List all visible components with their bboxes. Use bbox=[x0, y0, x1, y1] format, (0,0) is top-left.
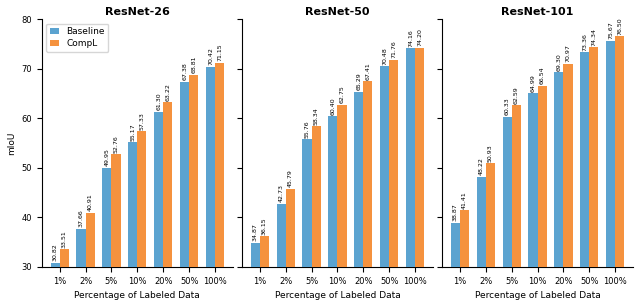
Bar bbox=[580, 52, 589, 307]
Bar bbox=[538, 86, 547, 307]
Bar bbox=[251, 243, 260, 307]
Text: 55.17: 55.17 bbox=[131, 123, 135, 141]
Text: 49.95: 49.95 bbox=[104, 149, 109, 166]
Text: 45.79: 45.79 bbox=[287, 169, 292, 187]
Text: 57.33: 57.33 bbox=[140, 112, 145, 130]
Bar bbox=[86, 213, 95, 307]
Text: 68.81: 68.81 bbox=[191, 56, 196, 73]
Bar bbox=[128, 142, 138, 307]
Bar bbox=[529, 93, 538, 307]
Text: 70.42: 70.42 bbox=[208, 47, 213, 65]
Text: 67.41: 67.41 bbox=[365, 62, 371, 80]
Text: 75.67: 75.67 bbox=[608, 21, 613, 39]
Bar bbox=[60, 249, 68, 307]
Title: ResNet-50: ResNet-50 bbox=[305, 7, 370, 17]
Text: 76.50: 76.50 bbox=[618, 17, 622, 35]
Text: 67.38: 67.38 bbox=[182, 62, 187, 80]
Text: 74.20: 74.20 bbox=[417, 29, 422, 46]
Bar bbox=[502, 117, 511, 307]
Text: 36.15: 36.15 bbox=[262, 217, 267, 235]
Text: 65.29: 65.29 bbox=[356, 73, 362, 91]
Text: 37.66: 37.66 bbox=[79, 210, 83, 227]
Text: 33.51: 33.51 bbox=[61, 230, 67, 248]
Text: 70.48: 70.48 bbox=[382, 47, 387, 65]
Bar bbox=[312, 126, 321, 307]
Bar bbox=[406, 48, 415, 307]
X-axis label: Percentage of Labeled Data: Percentage of Labeled Data bbox=[275, 291, 401, 300]
Bar bbox=[389, 60, 398, 307]
Text: 66.54: 66.54 bbox=[540, 67, 545, 84]
Bar bbox=[589, 47, 598, 307]
Bar bbox=[615, 37, 625, 307]
Bar bbox=[415, 48, 424, 307]
Text: 71.15: 71.15 bbox=[217, 44, 222, 61]
Text: 40.91: 40.91 bbox=[88, 193, 93, 211]
Text: 48.22: 48.22 bbox=[479, 157, 484, 175]
Bar bbox=[180, 82, 189, 307]
Bar bbox=[380, 66, 389, 307]
Bar bbox=[285, 188, 294, 307]
Bar bbox=[606, 41, 615, 307]
Bar bbox=[355, 92, 364, 307]
Bar bbox=[364, 81, 372, 307]
Bar bbox=[460, 210, 469, 307]
Bar bbox=[163, 102, 172, 307]
Title: ResNet-26: ResNet-26 bbox=[105, 7, 170, 17]
Text: 74.16: 74.16 bbox=[408, 29, 413, 47]
X-axis label: Percentage of Labeled Data: Percentage of Labeled Data bbox=[74, 291, 200, 300]
Bar bbox=[138, 131, 147, 307]
Text: 30.82: 30.82 bbox=[52, 243, 58, 261]
Text: 60.33: 60.33 bbox=[504, 97, 509, 115]
Text: 60.40: 60.40 bbox=[330, 97, 335, 115]
Text: 61.30: 61.30 bbox=[156, 93, 161, 110]
Bar bbox=[260, 236, 269, 307]
Text: 52.76: 52.76 bbox=[113, 135, 118, 153]
Text: 62.59: 62.59 bbox=[514, 86, 518, 104]
Bar bbox=[328, 116, 337, 307]
Text: 63.22: 63.22 bbox=[165, 83, 170, 101]
Text: 62.75: 62.75 bbox=[339, 85, 344, 103]
Bar bbox=[215, 63, 224, 307]
Bar bbox=[563, 64, 573, 307]
Text: 70.97: 70.97 bbox=[566, 45, 570, 62]
Bar bbox=[189, 75, 198, 307]
Bar bbox=[451, 223, 460, 307]
Text: 73.36: 73.36 bbox=[582, 33, 588, 51]
Bar bbox=[111, 154, 120, 307]
Bar bbox=[511, 105, 521, 307]
Bar bbox=[554, 72, 563, 307]
Bar bbox=[486, 163, 495, 307]
Text: 64.99: 64.99 bbox=[531, 74, 536, 92]
Text: 55.76: 55.76 bbox=[305, 120, 310, 138]
Text: 69.30: 69.30 bbox=[556, 53, 561, 71]
Bar bbox=[51, 263, 60, 307]
Bar bbox=[154, 112, 163, 307]
X-axis label: Percentage of Labeled Data: Percentage of Labeled Data bbox=[475, 291, 600, 300]
Y-axis label: mIoU: mIoU bbox=[7, 131, 16, 155]
Text: 42.73: 42.73 bbox=[278, 184, 284, 202]
Bar bbox=[206, 67, 215, 307]
Bar bbox=[102, 168, 111, 307]
Text: 58.34: 58.34 bbox=[314, 107, 319, 125]
Title: ResNet-101: ResNet-101 bbox=[501, 7, 573, 17]
Text: 50.93: 50.93 bbox=[488, 144, 493, 161]
Text: 71.76: 71.76 bbox=[391, 41, 396, 58]
Text: 74.34: 74.34 bbox=[591, 28, 596, 46]
Text: 41.41: 41.41 bbox=[462, 191, 467, 209]
Legend: Baseline, CompL: Baseline, CompL bbox=[46, 24, 108, 52]
Bar bbox=[303, 139, 312, 307]
Text: 34.87: 34.87 bbox=[253, 223, 258, 241]
Text: 38.87: 38.87 bbox=[452, 204, 458, 221]
Bar bbox=[337, 105, 346, 307]
Bar bbox=[76, 229, 86, 307]
Bar bbox=[276, 204, 285, 307]
Bar bbox=[477, 177, 486, 307]
